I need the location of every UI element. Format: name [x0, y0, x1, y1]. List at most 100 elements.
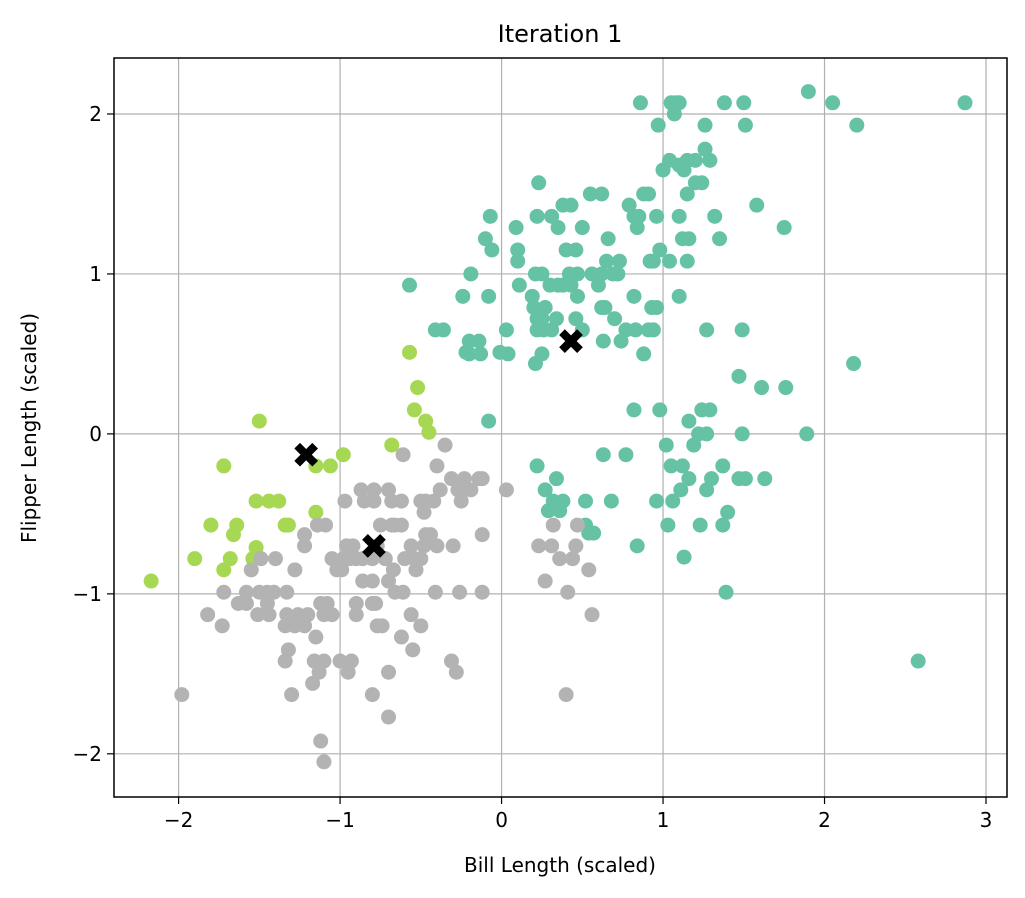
data-point-cluster-1	[692, 517, 708, 533]
data-point-cluster-1	[679, 253, 695, 269]
data-point-cluster-1	[702, 152, 718, 168]
data-point-cluster-1	[548, 471, 564, 487]
data-point-cluster-3	[348, 607, 364, 623]
data-point-cluster-3	[311, 664, 327, 680]
data-point-cluster-3	[584, 607, 600, 623]
data-point-cluster-3	[498, 482, 514, 498]
data-point-cluster-1	[636, 346, 652, 362]
data-point-cluster-1	[849, 117, 865, 133]
data-point-cluster-3	[366, 493, 382, 509]
data-point-cluster-1	[737, 471, 753, 487]
data-point-cluster-1	[595, 447, 611, 463]
data-point-cluster-1	[699, 426, 715, 442]
y-axis-ticks: −2 −1 0 1 2	[73, 102, 114, 766]
data-point-cluster-3	[432, 482, 448, 498]
data-point-cluster-1	[531, 175, 547, 191]
y-tick-label: 0	[89, 422, 102, 446]
data-point-cluster-1	[660, 517, 676, 533]
data-point-cluster-3	[313, 733, 329, 749]
data-point-cluster-2	[402, 344, 418, 360]
data-point-cluster-1	[629, 538, 645, 554]
data-point-cluster-1	[594, 300, 610, 316]
data-point-cluster-1	[671, 288, 687, 304]
data-point-cluster-3	[284, 687, 300, 703]
data-point-cluster-1	[699, 322, 715, 338]
data-point-cluster-3	[537, 573, 553, 589]
data-point-cluster-1	[402, 277, 418, 293]
data-point-cluster-3	[393, 517, 409, 533]
data-point-cluster-3	[395, 447, 411, 463]
y-tick-label: 2	[89, 102, 102, 126]
data-point-cluster-1	[676, 549, 692, 565]
data-point-cluster-3	[332, 653, 348, 669]
data-point-cluster-1	[568, 242, 584, 258]
data-point-cluster-2	[335, 447, 351, 463]
data-point-cluster-1	[734, 322, 750, 338]
data-point-cluster-1	[590, 277, 606, 293]
data-point-cluster-1	[607, 311, 623, 327]
data-point-cluster-3	[372, 517, 388, 533]
plot-frame	[113, 57, 1008, 798]
data-point-cluster-1	[697, 141, 713, 157]
data-point-cluster-1	[461, 346, 477, 362]
data-point-cluster-3	[279, 607, 295, 623]
data-point-cluster-1	[703, 471, 719, 487]
data-point-cluster-1	[511, 277, 527, 293]
data-point-cluster-1	[569, 266, 585, 282]
data-point-cluster-3	[337, 493, 353, 509]
data-point-cluster-3	[393, 629, 409, 645]
data-point-cluster-3	[366, 482, 382, 498]
data-point-cluster-1	[540, 503, 556, 519]
data-point-cluster-1	[671, 208, 687, 224]
data-point-cluster-1	[510, 242, 526, 258]
x-tick-label: 1	[657, 808, 670, 832]
data-point-cluster-1	[481, 288, 497, 304]
data-point-cluster-1	[649, 300, 665, 316]
data-point-cluster-3	[300, 607, 316, 623]
data-point-cluster-1	[697, 117, 713, 133]
data-point-cluster-1	[649, 208, 665, 224]
data-point-cluster-3	[287, 562, 303, 578]
data-point-cluster-1	[687, 152, 703, 168]
data-point-cluster-1	[595, 333, 611, 349]
data-point-cluster-3	[334, 562, 350, 578]
data-point-cluster-1	[846, 356, 862, 372]
data-point-cluster-1	[778, 380, 794, 396]
data-point-cluster-1	[715, 517, 731, 533]
data-point-cluster-1	[736, 95, 752, 111]
data-point-cluster-3	[565, 551, 581, 567]
data-point-cluster-3	[463, 482, 479, 498]
data-point-cluster-1	[702, 402, 718, 418]
data-point-cluster-3	[426, 493, 442, 509]
data-point-cluster-1	[754, 380, 770, 396]
data-point-cluster-1	[582, 186, 598, 202]
data-point-cluster-1	[552, 503, 568, 519]
data-point-cluster-3	[452, 584, 468, 600]
data-point-cluster-1	[681, 471, 697, 487]
data-point-cluster-2	[410, 380, 426, 396]
data-point-cluster-1	[510, 253, 526, 269]
data-point-cluster-3	[545, 517, 561, 533]
data-point-cluster-1	[600, 231, 616, 247]
data-point-cluster-1	[679, 186, 695, 202]
data-point-cluster-1	[594, 186, 610, 202]
data-point-cluster-3	[381, 709, 397, 725]
data-point-cluster-2	[143, 573, 159, 589]
data-point-cluster-3	[279, 584, 295, 600]
data-point-cluster-3	[313, 595, 329, 611]
data-point-cluster-1	[529, 322, 545, 338]
data-point-cluster-3	[368, 595, 384, 611]
chart-title: Iteration 1	[498, 20, 623, 48]
data-point-cluster-3	[297, 527, 313, 543]
data-point-cluster-1	[662, 253, 678, 269]
data-point-cluster-2	[222, 551, 238, 567]
data-point-cluster-3	[474, 527, 490, 543]
data-point-cluster-1	[681, 413, 697, 429]
x-tick-label: 0	[495, 808, 508, 832]
data-point-cluster-3	[405, 642, 421, 658]
data-point-cluster-3	[443, 471, 459, 487]
x-tick-label: −1	[325, 808, 354, 832]
data-point-cluster-3	[259, 595, 275, 611]
data-point-cluster-3	[558, 687, 574, 703]
data-point-cluster-1	[681, 231, 697, 247]
